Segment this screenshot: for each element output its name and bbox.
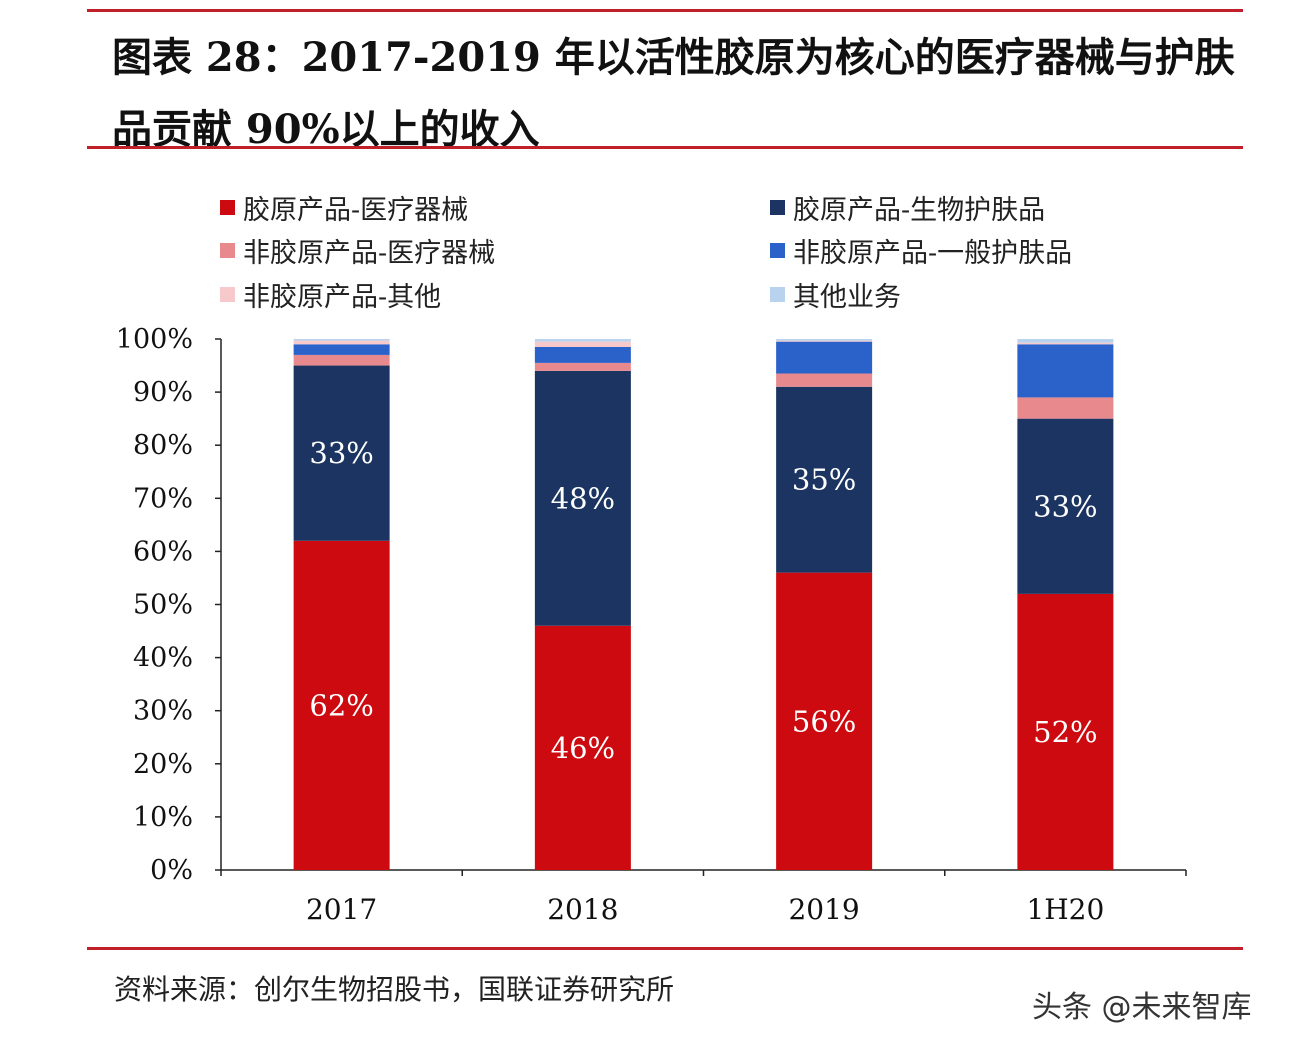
x-tick-label: 2018 xyxy=(547,893,618,926)
bar-segment xyxy=(1017,418,1114,594)
x-tick-label: 1H20 xyxy=(1026,893,1104,926)
legend-item-noncollagen-medical: 非胶原产品-医疗器械 xyxy=(220,233,496,269)
source-note: 资料来源：创尔生物招股书，国联证券研究所 xyxy=(114,973,675,1006)
bar-segment xyxy=(293,344,390,355)
bar-segment xyxy=(293,354,390,366)
legend-item-other-business: 其他业务 xyxy=(770,277,901,313)
data-label: 33% xyxy=(1033,489,1097,523)
legend-swatch xyxy=(770,199,785,215)
y-tick-label: 90% xyxy=(133,377,193,408)
legend-item-noncollagen-other: 非胶原产品-其他 xyxy=(220,277,442,313)
title-rule xyxy=(87,146,1243,149)
legend-swatch xyxy=(770,242,785,258)
legend-swatch xyxy=(770,286,785,302)
bar-segment xyxy=(534,370,631,626)
legend-label: 胶原产品-医疗器械 xyxy=(243,194,469,226)
bar-segment xyxy=(776,386,873,573)
y-tick-label: 60% xyxy=(133,536,193,567)
legend-item-collagen-skincare: 胶原产品-生物护肤品 xyxy=(770,190,1046,226)
y-tick-label: 20% xyxy=(133,749,193,780)
bar-segment xyxy=(776,340,873,342)
bar-segment xyxy=(293,540,390,870)
legend-label: 胶原产品-生物护肤品 xyxy=(793,194,1046,226)
y-tick-label: 50% xyxy=(133,590,193,621)
bar-segment xyxy=(293,339,390,341)
y-tick-label: 10% xyxy=(133,802,193,833)
data-label: 46% xyxy=(551,731,615,765)
watermark: 头条 @未来智库 xyxy=(1032,990,1252,1025)
bar-segment xyxy=(534,339,631,342)
bar-segment xyxy=(534,346,631,363)
legend-item-noncollagen-skincare: 非胶原产品-一般护肤品 xyxy=(770,233,1073,269)
legend-item-collagen-medical: 胶原产品-医疗器械 xyxy=(220,190,469,226)
y-tick-label: 30% xyxy=(133,696,193,727)
bar-segment xyxy=(776,341,873,374)
data-label: 33% xyxy=(309,436,373,470)
bar-segment xyxy=(1017,344,1114,398)
bar-segment xyxy=(776,572,873,870)
legend-swatch xyxy=(220,286,235,302)
bar-segment xyxy=(1017,342,1114,345)
legend-label: 其他业务 xyxy=(793,281,901,313)
legend-swatch xyxy=(220,242,235,258)
y-tick-label: 100% xyxy=(116,324,193,355)
y-tick-label: 80% xyxy=(133,430,193,461)
bar-segment xyxy=(1017,397,1114,419)
bar-segment xyxy=(534,625,631,870)
bar-segment xyxy=(534,362,631,371)
legend-label: 非胶原产品-其他 xyxy=(243,281,442,313)
bar-segment xyxy=(534,341,631,347)
y-tick-label: 40% xyxy=(133,643,193,674)
bar-segment xyxy=(293,365,390,541)
data-label: 35% xyxy=(792,463,856,497)
data-label: 56% xyxy=(792,704,856,738)
bar-segment xyxy=(293,340,390,345)
y-tick-label: 0% xyxy=(150,855,193,886)
chart-title: 图表 28：2017-2019 年以活性胶原为核心的医疗器械与护肤品贡献 90%… xyxy=(112,34,1235,153)
y-tick-label: 70% xyxy=(133,483,193,514)
legend-label: 非胶原产品-医疗器械 xyxy=(243,237,496,269)
x-tick-label: 2019 xyxy=(788,893,859,926)
top-rule xyxy=(87,9,1243,12)
bar-segment xyxy=(1017,339,1114,343)
x-tick-label: 2017 xyxy=(306,893,377,926)
bottom-rule xyxy=(87,947,1243,950)
bar-segment xyxy=(776,339,873,341)
bar-segment xyxy=(1017,593,1114,870)
bar-segment xyxy=(776,373,873,387)
data-label: 62% xyxy=(309,688,373,722)
legend-swatch xyxy=(220,199,235,215)
data-label: 52% xyxy=(1033,715,1097,749)
legend-label: 非胶原产品-一般护肤品 xyxy=(793,237,1073,269)
data-label: 48% xyxy=(551,481,615,515)
